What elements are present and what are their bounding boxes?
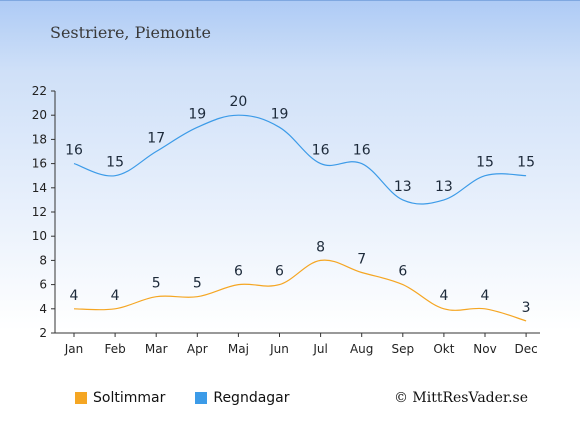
rain-data-label: 16	[312, 143, 330, 159]
y-tick-label: 10	[32, 229, 47, 243]
x-tick-label: Jul	[312, 342, 327, 356]
rain-data-label: 16	[353, 143, 371, 159]
x-tick-label: Nov	[473, 342, 496, 356]
sun-data-label: 5	[193, 276, 202, 292]
legend-item-sun: Soltimmar	[75, 390, 165, 406]
legend-swatch-sun	[75, 392, 87, 404]
rain-data-label: 15	[476, 155, 494, 171]
legend-swatch-rain	[195, 392, 208, 404]
series-lines	[73, 114, 527, 322]
sun-series-line	[73, 259, 527, 322]
legend-label-rain: Regndagar	[213, 390, 290, 406]
rain-data-label: 19	[188, 106, 206, 122]
sun-data-label: 6	[398, 264, 407, 280]
axes: 2 4 6 8 10 12 14 16 18 20 22 Jan Feb Mar Apr Maj Jun Jul A…	[32, 84, 540, 356]
rain-data-label: 13	[394, 179, 412, 195]
sun-data-label: 7	[357, 252, 366, 268]
data-labels: 4 4 5 5 6 6 8 7 6 4 4 3 16 15 17 19 20 19 16 16 13 13 15 15	[65, 94, 535, 316]
sun-data-label: 6	[234, 264, 243, 280]
x-tick-label: Maj	[228, 342, 249, 356]
sun-data-label: 4	[70, 288, 79, 304]
y-tick-label: 22	[32, 84, 47, 98]
rain-data-label: 15	[106, 155, 124, 171]
legend: Soltimmar Regndagar	[75, 390, 320, 406]
x-tick-label: Jun	[269, 342, 289, 356]
rain-data-label: 20	[229, 94, 247, 110]
y-tick-label: 8	[39, 253, 47, 267]
legend-item-rain: Regndagar	[195, 390, 290, 406]
rain-series-line	[73, 114, 527, 205]
rain-data-label: 15	[517, 155, 535, 171]
sun-data-label: 4	[111, 288, 120, 304]
y-tick-label: 6	[39, 278, 47, 292]
x-tick-label: Sep	[391, 342, 414, 356]
y-tick-label: 18	[32, 132, 47, 146]
x-tick-label: Feb	[104, 342, 125, 356]
x-tick-label: Okt	[433, 342, 454, 356]
rain-data-label: 17	[147, 131, 165, 147]
sun-data-label: 6	[275, 264, 284, 280]
rain-data-label: 19	[271, 106, 289, 122]
y-tick-label: 16	[32, 157, 47, 171]
y-tick-label: 2	[39, 326, 47, 340]
sun-data-label: 4	[481, 288, 490, 304]
y-tick-label: 4	[39, 302, 47, 316]
y-tick-label: 20	[32, 108, 47, 122]
sun-data-label: 8	[316, 239, 325, 255]
sun-data-label: 5	[152, 276, 161, 292]
copyright-text: © MittResVader.se	[393, 390, 528, 406]
x-tick-label: Apr	[187, 342, 208, 356]
rain-data-label: 13	[435, 179, 453, 195]
chart-title: Sestriere, Piemonte	[50, 23, 211, 42]
rain-data-label: 16	[65, 143, 83, 159]
sun-data-label: 4	[439, 288, 448, 304]
x-tick-label: Jan	[64, 342, 84, 356]
x-tick-label: Dec	[514, 342, 537, 356]
x-tick-label: Aug	[350, 342, 373, 356]
y-tick-label: 14	[32, 181, 47, 195]
x-tick-label: Mar	[145, 342, 168, 356]
legend-label-sun: Soltimmar	[93, 390, 166, 406]
y-tick-label: 12	[32, 205, 47, 219]
sun-data-label: 3	[522, 300, 531, 316]
